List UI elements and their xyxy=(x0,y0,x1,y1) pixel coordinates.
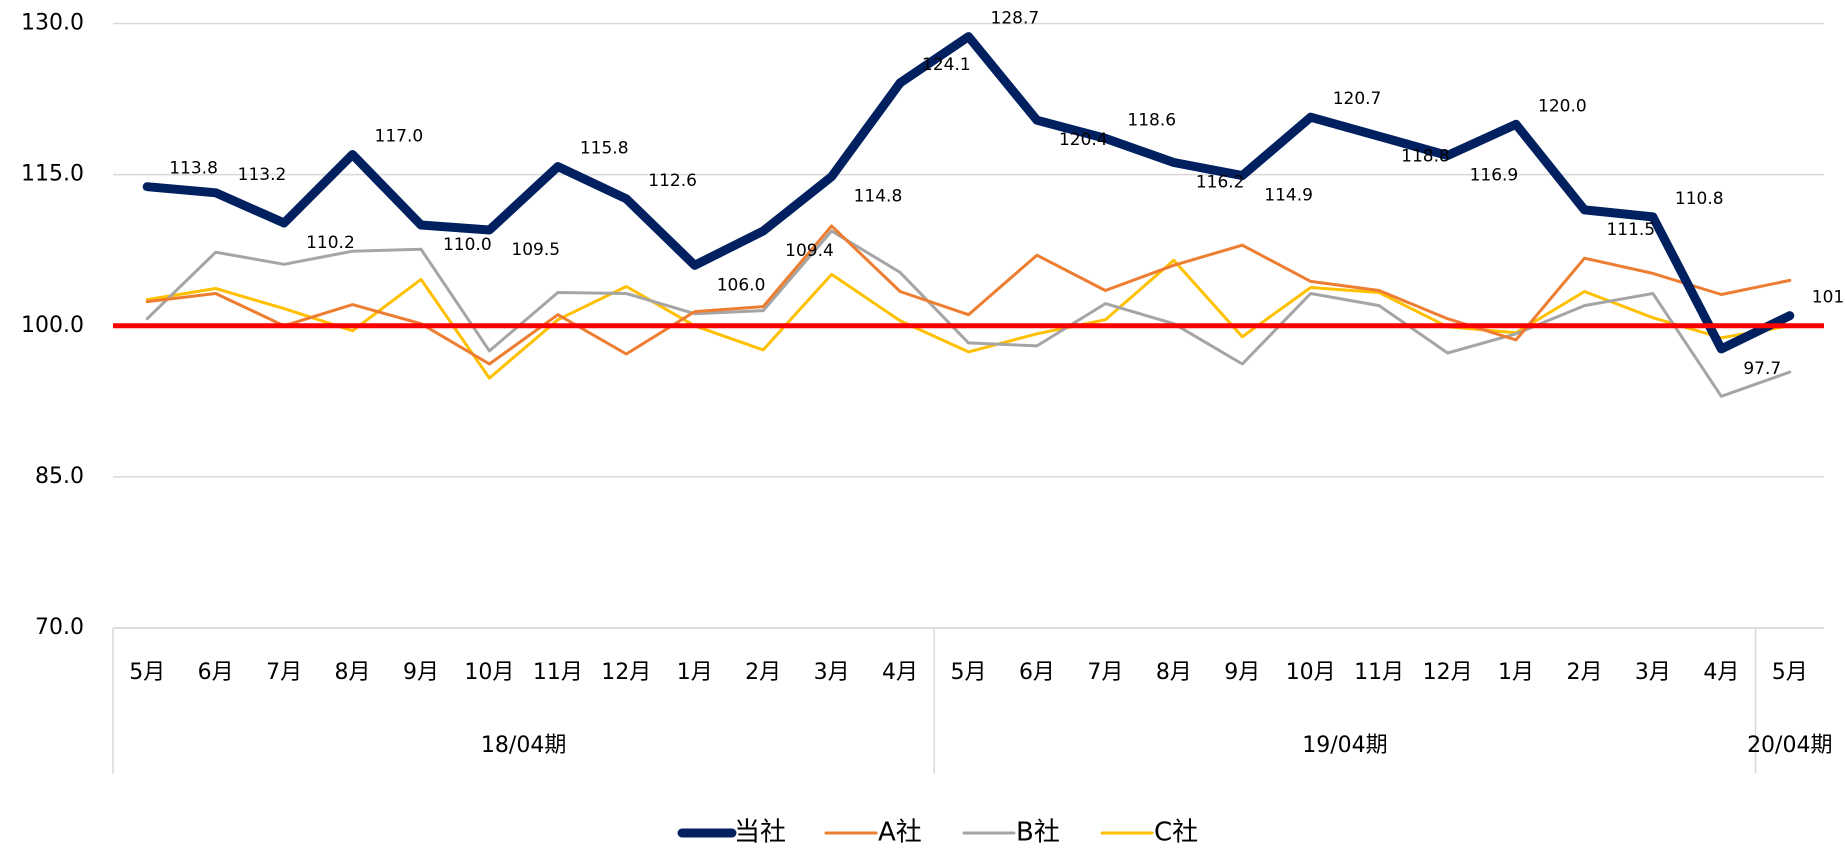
data-label: 117.0 xyxy=(375,126,424,146)
x-tick-label: 5月 xyxy=(129,660,165,685)
data-label: 110.2 xyxy=(306,233,355,253)
data-label: 106.0 xyxy=(717,275,766,295)
data-label: 116.2 xyxy=(1196,173,1245,193)
data-label: 128.7 xyxy=(991,9,1040,29)
x-tick-label: 3月 xyxy=(814,660,850,685)
x-tick-label: 4月 xyxy=(1703,660,1739,685)
y-tick-label: 70.0 xyxy=(35,615,84,640)
data-label: 120.4 xyxy=(1059,130,1108,150)
legend-label: B社 xyxy=(1016,818,1060,848)
x-tick-label: 3月 xyxy=(1635,660,1671,685)
data-label: 112.6 xyxy=(648,171,697,191)
data-label: 115.8 xyxy=(580,139,629,159)
data-label: 101.0 xyxy=(1812,288,1845,308)
x-tick-label: 11月 xyxy=(533,660,583,685)
series-line xyxy=(142,32,1795,354)
data-label: 120.7 xyxy=(1333,89,1382,109)
data-label: 114.9 xyxy=(1264,186,1313,206)
x-tick-label: 1月 xyxy=(1498,660,1534,685)
data-label: 111.5 xyxy=(1606,220,1655,240)
series-line xyxy=(145,229,1792,398)
data-label: 110.0 xyxy=(443,235,492,255)
x-tick-label: 11月 xyxy=(1354,660,1404,685)
group-label: 19/04期 xyxy=(1302,733,1387,758)
data-label: 120.0 xyxy=(1538,96,1587,116)
y-tick-label: 85.0 xyxy=(35,464,84,489)
x-tick-label: 7月 xyxy=(1087,660,1123,685)
x-tick-label: 8月 xyxy=(335,660,371,685)
x-tick-label: 12月 xyxy=(601,660,651,685)
y-tick-label: 115.0 xyxy=(21,162,84,187)
x-tick-label: 5月 xyxy=(951,660,987,685)
data-label: 116.9 xyxy=(1470,165,1519,185)
series-line xyxy=(145,258,1792,380)
x-tick-label: 12月 xyxy=(1423,660,1473,685)
x-tick-label: 4月 xyxy=(882,660,918,685)
x-tick-label: 2月 xyxy=(1566,660,1602,685)
x-tick-label: 5月 xyxy=(1772,660,1808,685)
legend-label: C社 xyxy=(1154,818,1198,848)
data-label: 113.8 xyxy=(169,159,218,179)
x-tick-label: 6月 xyxy=(198,660,234,685)
legend-label: A社 xyxy=(878,818,922,848)
x-tick-label: 9月 xyxy=(1224,660,1260,685)
x-tick-label: 6月 xyxy=(1019,660,1055,685)
data-label: 124.1 xyxy=(922,55,971,75)
x-tick-label: 9月 xyxy=(403,660,439,685)
data-label: 97.7 xyxy=(1743,359,1781,379)
x-tick-label: 8月 xyxy=(1156,660,1192,685)
data-label: 110.8 xyxy=(1675,189,1724,209)
data-label: 118.8 xyxy=(1401,146,1450,166)
x-tick-label: 10月 xyxy=(1286,660,1336,685)
data-label: 118.6 xyxy=(1127,110,1176,130)
data-label: 113.2 xyxy=(238,165,287,185)
y-tick-label: 100.0 xyxy=(21,313,84,338)
data-label: 109.5 xyxy=(511,240,560,260)
x-tick-label: 10月 xyxy=(464,660,514,685)
data-label: 114.8 xyxy=(854,187,903,207)
legend-label: 当社 xyxy=(734,818,786,848)
x-tick-label: 7月 xyxy=(266,660,302,685)
y-tick-label: 130.0 xyxy=(21,11,84,36)
group-label: 20/04期 xyxy=(1747,733,1832,758)
x-tick-label: 1月 xyxy=(677,660,713,685)
x-tick-label: 2月 xyxy=(745,660,781,685)
data-label: 109.4 xyxy=(785,241,834,261)
group-label: 18/04期 xyxy=(481,733,566,758)
